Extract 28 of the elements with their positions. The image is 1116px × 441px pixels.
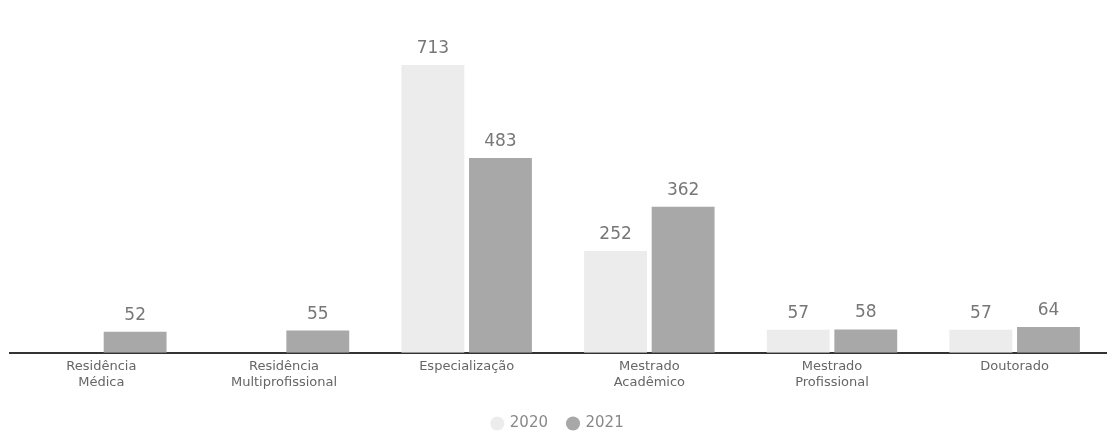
data-label: 362	[666, 178, 700, 199]
data-label: 64	[1037, 298, 1060, 319]
bar	[469, 157, 532, 353]
data-label: 58	[854, 301, 877, 322]
x-tick-label: Residência Médica	[66, 357, 137, 389]
x-tick-label: Mestrado Acadêmico	[613, 357, 686, 389]
data-label: 55	[306, 302, 329, 323]
bar	[1017, 326, 1080, 353]
bar	[401, 65, 465, 353]
bar	[584, 251, 647, 353]
x-tick-label: Mestrado Profissional	[795, 357, 869, 389]
bar	[949, 329, 1013, 353]
bar	[286, 330, 350, 353]
data-label: 52	[124, 303, 146, 324]
data-label: 713	[416, 37, 450, 58]
x-tick-label: Doutorado	[980, 357, 1050, 373]
x-tick-label: Residência Multiprofissional	[230, 357, 338, 389]
data-label: 252	[599, 223, 632, 244]
data-label: 483	[484, 129, 517, 150]
data-label: 57	[970, 301, 992, 322]
legend-label: 2021	[585, 413, 624, 432]
bar	[651, 206, 715, 353]
legend-label: 2020	[509, 413, 549, 432]
data-label: 57	[787, 301, 810, 322]
x-tick-label: Especialização	[419, 357, 515, 373]
bar	[766, 329, 830, 353]
bar	[834, 329, 898, 353]
bar	[103, 331, 167, 353]
